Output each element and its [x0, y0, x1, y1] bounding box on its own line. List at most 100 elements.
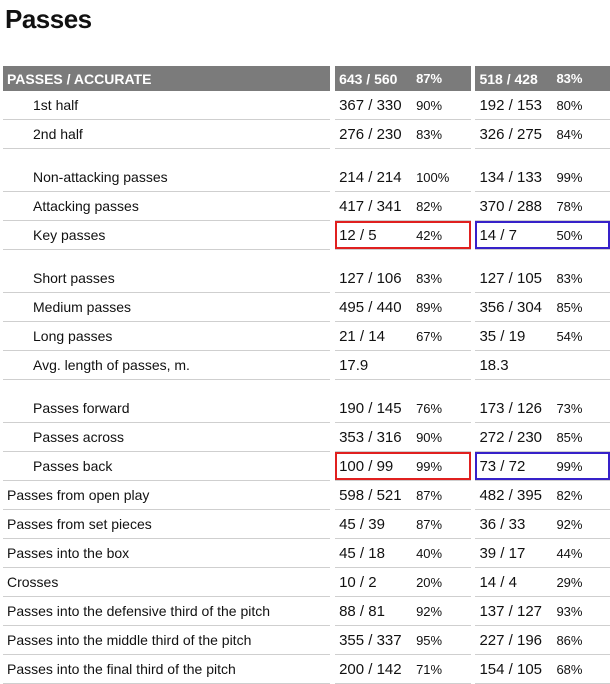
team2-cell: 482 / 395 82%	[475, 480, 610, 510]
team2-value: 14 / 7	[479, 226, 517, 244]
row-label: Passes across	[3, 422, 331, 452]
team1-cell: 353 / 316 90%	[335, 422, 471, 452]
table-row: Key passes 12 / 5 42% 14 / 7 50%	[3, 220, 610, 250]
team2-pct: 99%	[556, 169, 583, 185]
team2-pct: 86%	[556, 632, 583, 648]
team1-cell: 598 / 521 87%	[335, 480, 471, 510]
team2-cell: 356 / 304 85%	[475, 292, 610, 322]
team1-value: 355 / 337	[339, 631, 402, 649]
table-row: Passes into the box 45 / 18 40% 39 / 17 44…	[3, 538, 610, 568]
table-row: 1st half 367 / 330 90% 192 / 153 80%	[3, 91, 610, 120]
team1-value: 200 / 142	[339, 660, 402, 678]
header-label: PASSES / ACCURATE	[3, 66, 331, 91]
table-row: Non-attacking passes 214 / 214 100% 134 /…	[3, 163, 610, 192]
header-team2-pct: 83%	[556, 71, 583, 86]
team2-value: 134 / 133	[479, 168, 543, 186]
page-title: Passes	[5, 4, 92, 34]
team1-value: 45 / 39	[339, 515, 385, 533]
team2-cell: 18.3	[475, 350, 610, 380]
team2-cell-highlighted: 73 / 72 99%	[475, 451, 610, 481]
team1-cell: 10 / 2 20%	[335, 567, 471, 597]
team2-value: 127 / 105	[479, 269, 543, 287]
row-label: Avg. length of passes, m.	[3, 350, 331, 380]
team1-value: 598 / 521	[339, 486, 402, 504]
team2-cell: 173 / 126 73%	[475, 394, 610, 423]
team1-pct: 76%	[416, 400, 443, 416]
row-label: Non-attacking passes	[3, 163, 331, 192]
team2-pct: 54%	[556, 328, 583, 344]
team2-cell: 227 / 196 86%	[475, 625, 610, 655]
team1-pct: 83%	[416, 270, 443, 286]
table-row: Passes back 100 / 99 99% 73 / 72 99%	[3, 451, 610, 481]
team1-cell: 45 / 18 40%	[335, 538, 471, 568]
team2-pct: 93%	[556, 603, 583, 619]
team2-value: 356 / 304	[479, 298, 543, 316]
team2-value: 39 / 17	[479, 544, 526, 562]
team2-cell: 326 / 275 84%	[475, 119, 610, 149]
team1-value: 21 / 14	[339, 327, 385, 345]
row-label: Key passes	[3, 220, 331, 250]
team2-cell: 370 / 288 78%	[475, 191, 610, 221]
table-row: Short passes 127 / 106 83% 127 / 105 83%	[3, 264, 610, 293]
team2-pct: 78%	[556, 198, 583, 214]
team1-value: 417 / 341	[339, 197, 402, 215]
team1-pct: 83%	[416, 126, 443, 142]
team1-cell-highlighted: 12 / 5 42%	[335, 220, 471, 250]
team1-pct: 20%	[416, 574, 443, 590]
team1-cell: 495 / 440 89%	[335, 292, 471, 322]
team1-cell-highlighted: 100 / 99 99%	[335, 451, 471, 481]
row-label: Passes into the final third of the pitch	[3, 654, 331, 684]
header-team1: 643 / 560 87%	[335, 66, 471, 91]
team2-pct: 29%	[556, 574, 583, 590]
table-row: 2nd half 276 / 230 83% 326 / 275 84%	[3, 119, 610, 149]
table-row: Passes from open play 598 / 521 87% 482 /…	[3, 480, 610, 510]
passes-table: PASSES / ACCURATE 643 / 560 87% 518 / 428…	[3, 66, 610, 684]
table-row: Avg. length of passes, m. 17.9 18.3	[3, 350, 610, 380]
table-row: Long passes 21 / 14 67% 35 / 19 54%	[3, 321, 610, 351]
team1-cell: 200 / 142 71%	[335, 654, 471, 684]
team2-value: 73 / 72	[479, 457, 526, 475]
table-row: Passes across 353 / 316 90% 272 / 230 85%	[3, 422, 610, 452]
team1-pct: 42%	[416, 227, 443, 243]
team1-value: 12 / 5	[339, 226, 377, 244]
team2-cell: 134 / 133 99%	[475, 163, 610, 192]
team1-pct: 40%	[416, 545, 443, 561]
team2-value: 36 / 33	[479, 515, 526, 533]
team1-cell: 127 / 106 83%	[335, 264, 471, 293]
team2-value: 192 / 153	[479, 96, 543, 114]
team1-cell: 367 / 330 90%	[335, 91, 471, 120]
team2-pct: 84%	[556, 126, 583, 142]
team1-pct: 90%	[416, 97, 443, 113]
table-row: Attacking passes 417 / 341 82% 370 / 288 7…	[3, 191, 610, 221]
team1-value: 190 / 145	[339, 399, 402, 417]
row-label: Attacking passes	[3, 191, 331, 221]
team2-pct: 68%	[556, 661, 583, 677]
team1-cell: 355 / 337 95%	[335, 625, 471, 655]
team2-cell: 14 / 4 29%	[475, 567, 610, 597]
team2-cell: 39 / 17 44%	[475, 538, 610, 568]
highlight-box-red: 100 / 99 99%	[335, 452, 471, 480]
team2-cell: 127 / 105 83%	[475, 264, 610, 293]
team2-value: 35 / 19	[479, 327, 526, 345]
team1-value: 353 / 316	[339, 428, 402, 446]
team1-value: 45 / 18	[339, 544, 385, 562]
team2-cell: 272 / 230 85%	[475, 422, 610, 452]
table-row: Crosses 10 / 2 20% 14 / 4 29%	[3, 567, 610, 597]
team2-cell: 35 / 19 54%	[475, 321, 610, 351]
row-label: Short passes	[3, 264, 331, 293]
team1-cell: 88 / 81 92%	[335, 596, 471, 626]
team2-pct: 73%	[556, 400, 583, 416]
team2-pct: 85%	[556, 299, 583, 315]
team1-pct: 92%	[416, 603, 443, 619]
row-label: Passes from set pieces	[3, 509, 331, 539]
team2-value: 370 / 288	[479, 197, 543, 215]
highlight-box-blue: 73 / 72 99%	[475, 452, 610, 480]
team2-value: 154 / 105	[479, 660, 543, 678]
highlight-box-red: 12 / 5 42%	[335, 221, 471, 249]
header-team1-pct: 87%	[416, 71, 443, 86]
team1-cell: 21 / 14 67%	[335, 321, 471, 351]
table-row: Passes forward 190 / 145 76% 173 / 126 73%	[3, 394, 610, 423]
team1-value: 10 / 2	[339, 573, 377, 591]
team2-cell: 137 / 127 93%	[475, 596, 610, 626]
team1-pct: 71%	[416, 661, 443, 677]
